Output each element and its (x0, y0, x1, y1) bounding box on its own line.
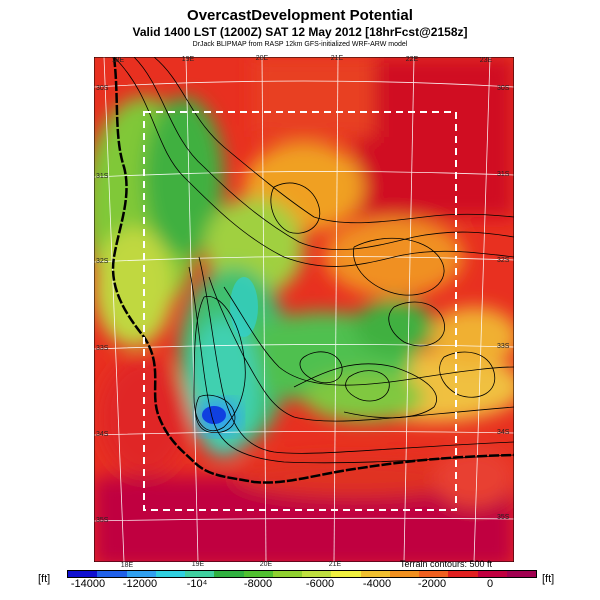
colorbar-tick-label: -8000 (243, 578, 273, 590)
colorbar-swatch (214, 571, 244, 577)
colorbar-tick-label: -10⁴ (186, 578, 208, 590)
colorbar-swatch (185, 571, 215, 577)
terrain-contour-note: Terrain contours: 500 ft (400, 559, 493, 569)
colorbar-swatch (97, 571, 127, 577)
colorbar-swatch (302, 571, 332, 577)
colorbar-swatch (243, 571, 273, 577)
colorbar-swatch (68, 571, 98, 577)
lat-label-left: 31S (96, 173, 109, 180)
colorbar (67, 570, 537, 578)
lat-label-right: 31S (497, 171, 510, 178)
forecast-map (94, 57, 514, 562)
colorbar-tick-label: -2000 (417, 578, 447, 590)
lon-label-top: 21E (330, 55, 344, 62)
colorbar-swatch (272, 571, 302, 577)
colorbar-unit-right: [ft] (542, 573, 555, 585)
lat-label-right: 32S (497, 257, 510, 264)
lat-label-left: 34S (96, 431, 109, 438)
colorbar-tick-label: 0 (486, 578, 494, 590)
model-credit: DrJack BLIPMAP from RASP 12km GFS-initia… (192, 41, 408, 48)
colorbar-swatch (155, 571, 185, 577)
map-subtitle: Valid 1400 LST (1200Z) SAT 12 May 2012 [… (132, 25, 468, 39)
colorbar-swatch (448, 571, 478, 577)
lon-label-top: 20E (255, 55, 269, 62)
lat-label-right: 30S (497, 85, 510, 92)
colorbar-swatch (389, 571, 419, 577)
colorbar-tick-label: -4000 (362, 578, 392, 590)
lon-label-top: 18E (111, 57, 125, 64)
lat-label-left: 35S (96, 517, 109, 524)
colorbar-tick-label: -12000 (122, 578, 158, 590)
lat-label-left: 30S (96, 85, 109, 92)
map-title: OvercastDevelopment Potential (187, 7, 413, 24)
lat-label-right: 33S (497, 343, 510, 350)
colorbar-swatch (419, 571, 449, 577)
lon-label-top: 22E (405, 56, 419, 63)
lat-label-right: 34S (497, 429, 510, 436)
lat-label-right: 35S (497, 514, 510, 521)
colorbar-unit-left: [ft] (38, 573, 51, 585)
colorbar-tick-label: -6000 (305, 578, 335, 590)
lon-label-top: 19E (181, 56, 195, 63)
lon-label-bottom: 21E (328, 561, 342, 568)
lon-label-top: 23E (479, 57, 493, 64)
colorbar-tick-label: -14000 (70, 578, 106, 590)
colorbar-swatch (126, 571, 156, 577)
colorbar-swatch (506, 571, 536, 577)
lon-label-bottom: 20E (259, 561, 273, 568)
lat-label-left: 33S (96, 345, 109, 352)
lon-label-bottom: 19E (191, 561, 205, 568)
colorbar-swatch (331, 571, 361, 577)
lon-label-bottom: 18E (120, 562, 134, 569)
colorbar-swatch (360, 571, 390, 577)
lat-label-left: 32S (96, 258, 109, 265)
colorbar-swatch (477, 571, 507, 577)
